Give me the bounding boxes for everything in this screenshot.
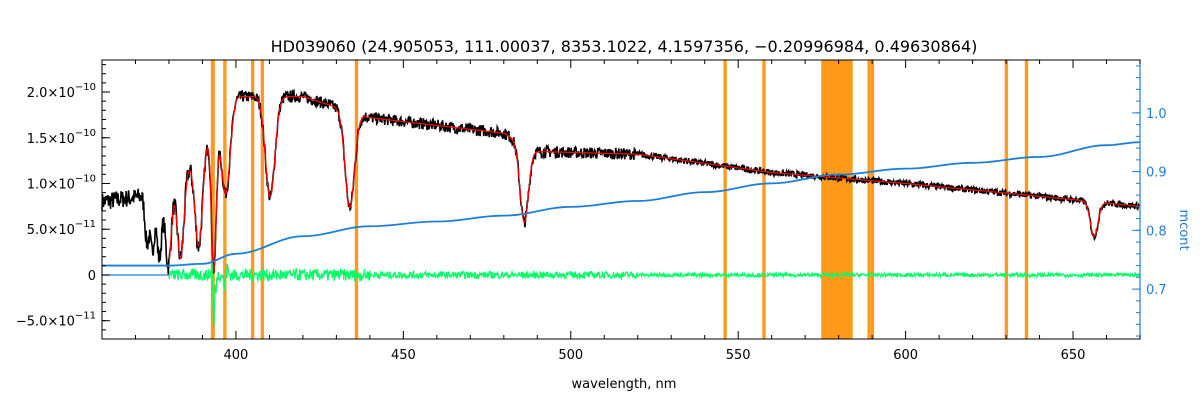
right-tick-label: 0.9 — [1146, 166, 1167, 181]
y-tick-label: 5.0×10−11 — [27, 219, 96, 238]
model-fit-line — [168, 95, 1140, 273]
x-tick-label: 400 — [224, 348, 249, 363]
masked-regions — [210, 60, 1029, 339]
masked-region — [354, 60, 359, 339]
masked-region — [223, 60, 227, 339]
masked-region — [251, 60, 255, 339]
axes: 400 450 500 550 600 650 2.0×10−10 1.5×10−10 1.0×… — [16, 59, 1167, 363]
residual-line — [168, 261, 1140, 329]
masked-region — [1004, 60, 1009, 339]
x-tick-label: 600 — [893, 348, 918, 363]
right-tick-label: 1.0 — [1146, 107, 1167, 122]
y-tick-label: 2.0×10−10 — [27, 82, 96, 101]
masked-region — [260, 60, 265, 339]
x-axis-label: wavelength, nm — [572, 377, 677, 392]
y-tick-label: 1.5×10−10 — [27, 128, 96, 147]
masked-region — [762, 60, 766, 339]
right-tick-label: 0.8 — [1146, 224, 1167, 239]
masked-region — [870, 60, 875, 339]
x-tick-label: 650 — [1061, 348, 1086, 363]
x-tick-label: 500 — [558, 348, 583, 363]
x-tick-label: 550 — [726, 348, 751, 363]
masked-region — [210, 60, 215, 339]
x-tick-label: 450 — [391, 348, 416, 363]
masked-region — [821, 60, 853, 339]
observed-flux-line — [101, 88, 1141, 275]
right-axis-label: mcont — [1176, 209, 1191, 250]
right-tick-label: 0.7 — [1146, 283, 1167, 298]
masked-region — [1024, 60, 1029, 339]
chart-title: HD039060 (24.905053, 111.00037, 8353.102… — [271, 37, 978, 56]
continuum-line — [102, 141, 1141, 267]
series-layer — [101, 88, 1141, 329]
y-tick-label: 0 — [88, 269, 96, 284]
y-tick-label: −5.0×10−11 — [16, 311, 96, 330]
y-tick-label: 1.0×10−10 — [27, 173, 96, 192]
masked-region — [723, 60, 727, 339]
masked-region — [867, 60, 871, 339]
